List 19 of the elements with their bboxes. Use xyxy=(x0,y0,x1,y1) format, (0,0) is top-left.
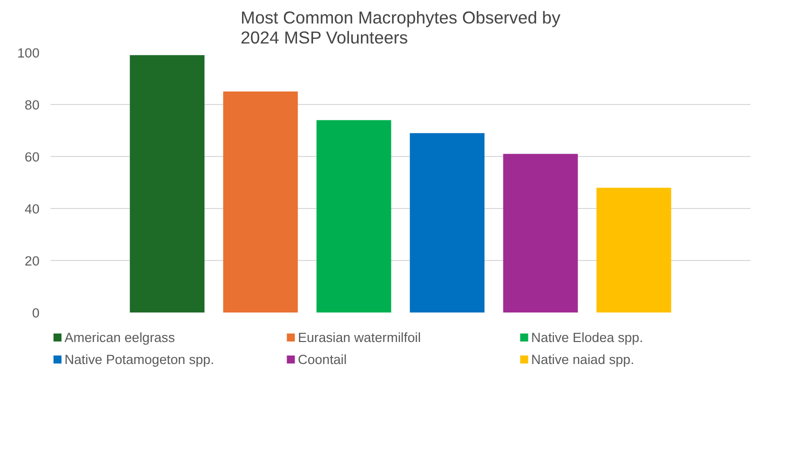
y-tick-label: 0 xyxy=(32,306,40,320)
bar xyxy=(316,120,392,312)
chart-title: Most Common Macrophytes Observed by 2024 MSP Volunteers xyxy=(240,8,561,48)
bar xyxy=(503,154,578,312)
y-tick-label: 60 xyxy=(24,150,40,164)
y-tick-label: 100 xyxy=(17,46,40,60)
legend-label: Coontail xyxy=(298,352,347,367)
bar xyxy=(223,92,298,312)
y-tick-label: 40 xyxy=(24,202,40,216)
bar xyxy=(596,188,672,312)
bar xyxy=(410,133,484,312)
bar xyxy=(130,55,204,312)
legend-label: Native Elodea spp. xyxy=(531,330,644,345)
legend-label: Native naiad spp. xyxy=(531,352,634,367)
y-tick-label: 80 xyxy=(24,98,40,112)
legend-label: Eurasian watermilfoil xyxy=(298,330,421,345)
y-tick-label: 20 xyxy=(24,254,40,268)
legend-label: Native Potamogeton spp. xyxy=(64,352,214,367)
legend-label: American eelgrass xyxy=(64,330,176,345)
